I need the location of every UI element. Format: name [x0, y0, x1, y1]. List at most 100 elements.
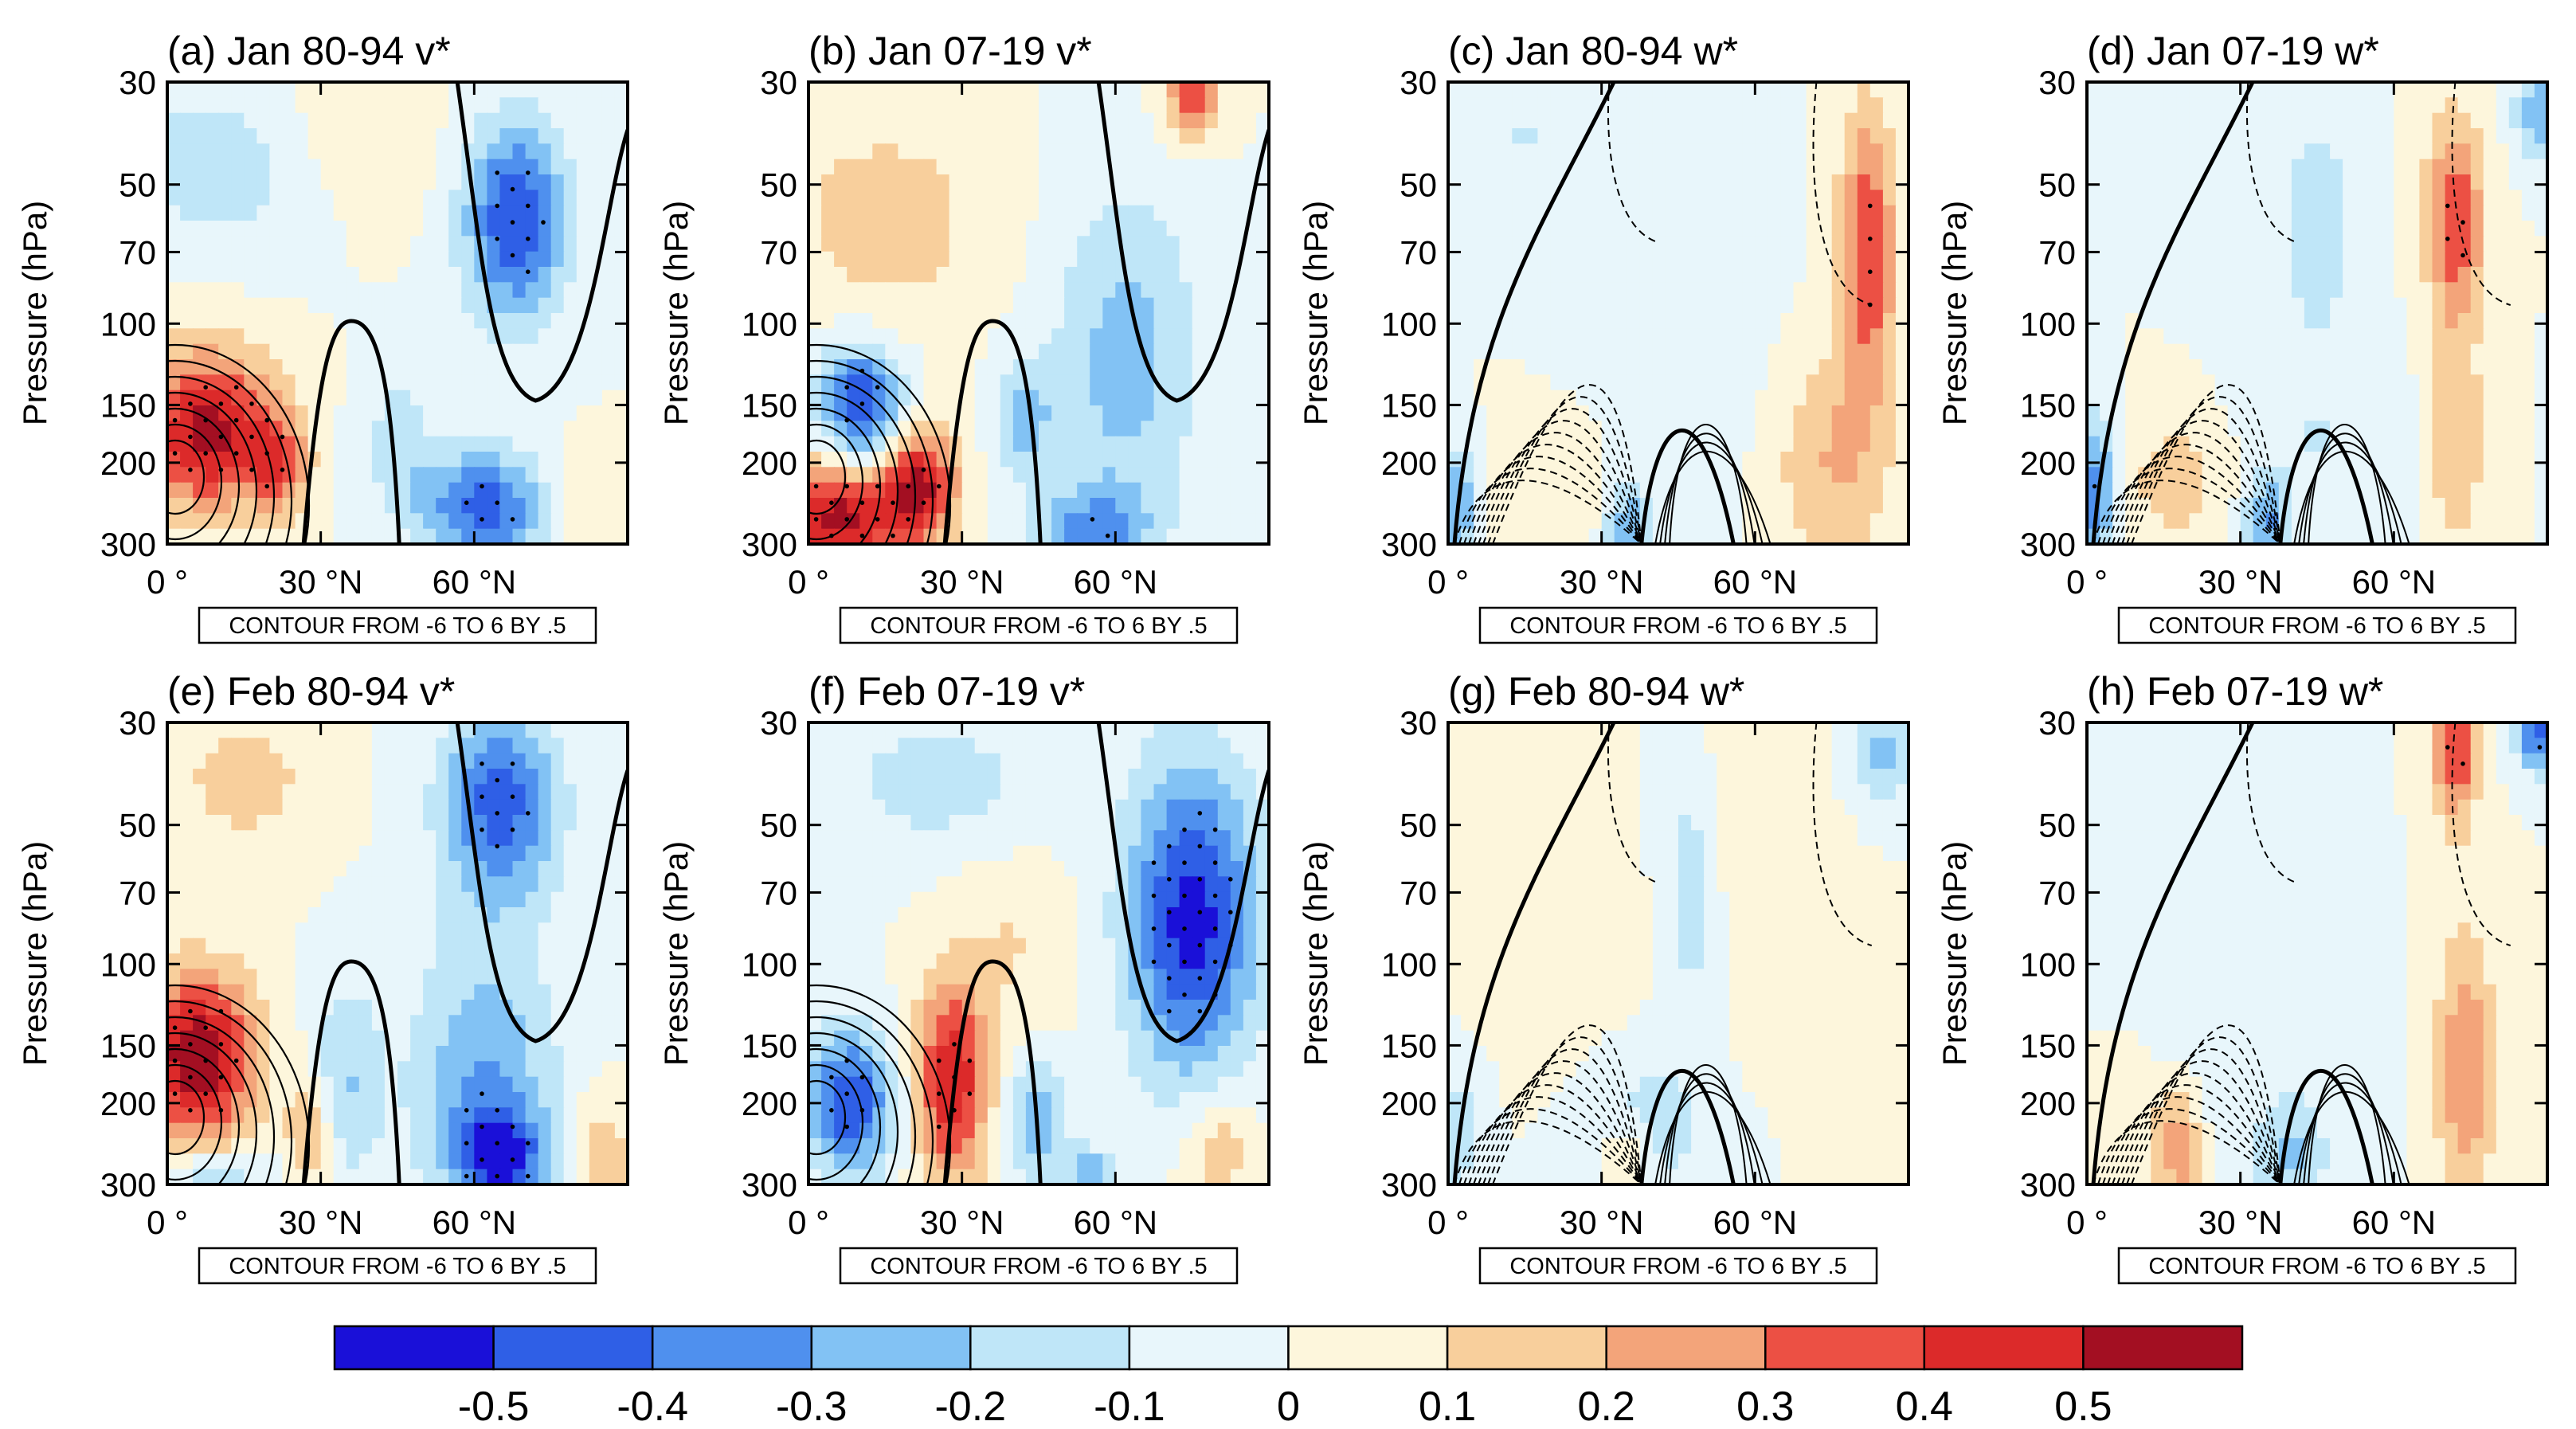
field-cell — [512, 722, 527, 739]
field-cell — [1639, 205, 1654, 221]
field-cell — [1012, 82, 1027, 99]
field-cell — [1039, 359, 1052, 376]
field-cell — [2317, 282, 2331, 299]
field-cell — [1563, 390, 1577, 406]
field-cell — [1204, 143, 1219, 160]
field-cell — [1166, 343, 1180, 360]
field-cell — [384, 297, 398, 314]
field-cell — [859, 143, 874, 160]
field-cell — [1064, 467, 1078, 484]
field-cell — [512, 128, 527, 145]
field-cell — [525, 815, 539, 832]
field-cell — [1588, 421, 1603, 437]
field-cell — [1077, 190, 1091, 206]
field-cell — [1895, 498, 1909, 515]
field-cell — [1090, 405, 1104, 422]
field-cell — [898, 297, 912, 314]
field-cell — [1012, 498, 1027, 515]
field-cell — [614, 815, 628, 832]
field-cell — [2151, 143, 2165, 160]
field-cell — [808, 159, 822, 175]
field-cell — [1755, 221, 1769, 237]
field-cell — [410, 343, 424, 360]
field-cell — [1512, 236, 1526, 253]
field-cell — [218, 190, 233, 206]
field-cell — [859, 328, 874, 345]
field-cell — [295, 405, 309, 422]
field-cell — [461, 528, 476, 544]
x-tick-label: 60 °N — [433, 563, 517, 601]
field-cell — [525, 143, 539, 160]
field-cell — [193, 845, 206, 862]
field-cell — [410, 784, 424, 801]
field-cell — [1691, 343, 1705, 360]
y-tick-label: 30 — [760, 64, 797, 101]
field-cell — [193, 267, 206, 284]
field-cell — [1000, 143, 1014, 160]
field-cell — [1639, 343, 1654, 360]
y-tick-label: 50 — [1400, 166, 1437, 204]
field-cell — [808, 97, 822, 114]
field-cell — [423, 82, 437, 99]
field-cell — [1230, 190, 1244, 206]
field-cell — [1550, 498, 1564, 515]
field-cell — [2291, 297, 2305, 314]
field-cell — [1141, 112, 1155, 129]
field-cell — [1550, 467, 1564, 484]
field-cell — [525, 205, 539, 221]
field-cell — [1742, 190, 1756, 206]
field-cell — [1678, 97, 1692, 114]
field-cell — [1793, 221, 1807, 237]
field-cell — [512, 436, 527, 452]
field-cell — [193, 143, 206, 160]
field-cell — [1729, 128, 1744, 145]
field-cell — [448, 328, 463, 345]
field-cell — [1461, 267, 1474, 284]
field-cell — [231, 876, 245, 893]
field-cell — [358, 390, 373, 406]
field-cell — [961, 405, 976, 422]
field-cell — [2406, 297, 2421, 314]
field-cell — [1461, 282, 1474, 299]
field-cell — [206, 282, 220, 299]
field-cell — [576, 513, 590, 530]
field-cell — [410, 190, 424, 206]
field-cell — [2470, 159, 2484, 175]
field-cell — [2406, 328, 2421, 345]
field-cell — [2457, 221, 2472, 237]
field-cell — [1780, 159, 1795, 175]
field-cell — [987, 513, 1001, 530]
field-cell — [885, 236, 899, 253]
field-cell — [1192, 251, 1206, 268]
field-cell — [2406, 251, 2421, 268]
field-cell — [910, 112, 925, 129]
field-cell — [1064, 251, 1078, 268]
field-cell — [2125, 436, 2139, 452]
field-cell — [1090, 159, 1104, 175]
field-cell — [499, 861, 514, 878]
field-cell — [1128, 405, 1142, 422]
field-cell — [1627, 297, 1641, 314]
field-cell — [601, 82, 616, 99]
field-cell — [410, 452, 424, 468]
field-cell — [1448, 421, 1462, 437]
field-cell — [2189, 112, 2203, 129]
y-axis-label: Pressure (hPa) — [1936, 201, 1973, 425]
field-cell — [2470, 528, 2484, 544]
field-cell — [1128, 282, 1142, 299]
field-cell — [167, 769, 181, 785]
field-cell — [244, 282, 258, 299]
field-cell — [410, 436, 424, 452]
field-cell — [358, 738, 373, 754]
field-cell — [2112, 297, 2126, 314]
field-cell — [1780, 343, 1795, 360]
zero-contour — [1096, 82, 1269, 403]
field-cell — [2394, 112, 2408, 129]
field-cell — [499, 205, 514, 221]
field-cell — [1780, 482, 1795, 499]
field-cell — [206, 722, 220, 739]
field-cell — [499, 405, 514, 422]
field-cell — [167, 359, 181, 376]
field-cell — [2432, 436, 2446, 452]
field-cell — [1704, 112, 1717, 129]
